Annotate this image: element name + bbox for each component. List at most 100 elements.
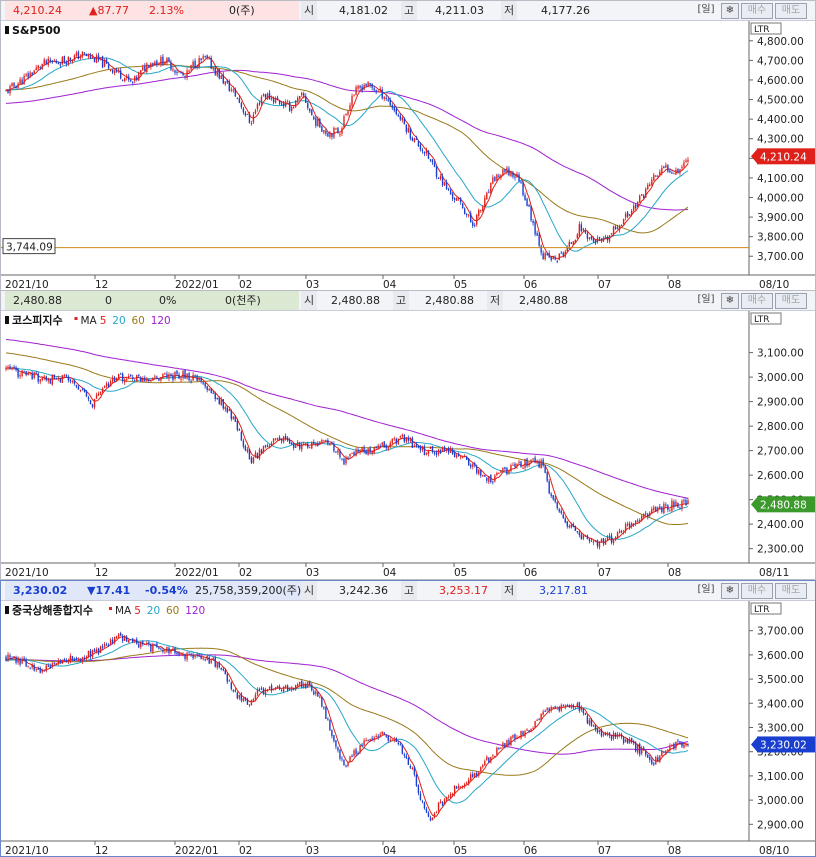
sell-button[interactable]: 매도	[775, 293, 807, 309]
buy-button[interactable]: 매수	[741, 583, 773, 599]
candle-body	[89, 650, 92, 657]
gear-icon[interactable]: ❄	[721, 293, 739, 309]
candle-body	[363, 740, 365, 746]
candle-body	[111, 70, 114, 73]
candle-body	[584, 230, 587, 233]
candle-body	[498, 473, 500, 475]
candle-body	[532, 727, 534, 729]
candle-body	[83, 657, 86, 659]
candle-body	[341, 128, 343, 134]
candle-body	[214, 68, 216, 75]
candle-body	[13, 656, 15, 659]
candle-body	[548, 708, 550, 711]
candle-body	[337, 449, 339, 453]
candle-body	[333, 443, 335, 452]
x-tick-label: 12	[95, 845, 108, 856]
candle-body	[622, 532, 625, 534]
candle-body	[586, 233, 589, 239]
candle-body	[431, 159, 434, 163]
candle-body	[576, 531, 579, 533]
period-day-button[interactable]: [일]	[697, 4, 715, 15]
candle-body	[546, 253, 548, 255]
candle-body	[220, 75, 222, 79]
candle-body	[671, 500, 673, 511]
period-day-button[interactable]: [일]	[697, 294, 715, 305]
candle-body	[357, 449, 359, 453]
buy-button[interactable]: 매수	[741, 3, 773, 19]
candle-body	[17, 83, 19, 88]
candle-body	[441, 176, 444, 186]
candle-body	[176, 71, 178, 73]
candles	[5, 50, 689, 264]
candle-body	[351, 755, 353, 758]
candle-body	[19, 79, 21, 84]
candle-body	[208, 58, 210, 60]
candle-body	[83, 388, 86, 392]
candle-body	[470, 464, 472, 468]
candle-body	[687, 500, 689, 505]
buy-button[interactable]: 매수	[741, 293, 773, 309]
candle-body	[126, 379, 128, 381]
candle-body	[325, 130, 327, 134]
chart-area: 2,900.003,000.003,100.003,200.003,300.00…	[1, 601, 815, 856]
gear-icon[interactable]: ❄	[721, 583, 739, 599]
open-label: 시	[301, 291, 318, 310]
candle-body	[683, 500, 685, 502]
ltr-toolbar-icon[interactable]: LTR	[750, 22, 782, 35]
candle-body	[119, 70, 122, 79]
sell-button[interactable]: 매도	[775, 3, 807, 19]
chart-title-legend: 코스피지수 MA 5 20 60 120	[5, 313, 171, 327]
candle-body	[323, 440, 325, 442]
candle-body	[305, 684, 307, 689]
y-tick-label: 4,300.00	[757, 134, 804, 146]
candle-body	[47, 58, 49, 66]
sell-button[interactable]: 매도	[775, 583, 807, 599]
candle-body	[297, 442, 299, 447]
candle-body	[262, 445, 265, 452]
ma-legend-item: 60	[166, 605, 179, 617]
candle-body	[216, 70, 218, 76]
candle-body	[140, 377, 142, 382]
candle-body	[288, 688, 291, 690]
candle-body	[359, 85, 361, 88]
candle-body	[123, 78, 126, 81]
candle-body	[520, 181, 522, 183]
candle-body	[534, 221, 536, 235]
candle-body	[250, 457, 253, 463]
candle-body	[256, 453, 259, 458]
candle-body	[9, 655, 11, 658]
open-label: 시	[301, 581, 318, 600]
candle-body	[443, 182, 446, 186]
candle-body	[79, 390, 82, 392]
candle-body	[49, 59, 51, 62]
candle-body	[115, 636, 118, 639]
candle-body	[111, 377, 114, 382]
candle-body	[333, 735, 335, 742]
candle-body	[578, 223, 581, 236]
chart-title-legend: S&P500	[5, 24, 61, 37]
candle-body	[182, 72, 184, 76]
candle-body	[679, 741, 681, 743]
candle-body	[560, 705, 562, 711]
candle-body	[23, 657, 25, 660]
candle-body	[192, 654, 194, 659]
candle-body	[200, 58, 202, 60]
candle-body	[230, 682, 233, 689]
ltr-toolbar-icon[interactable]: LTR	[750, 602, 782, 615]
ma5-line	[5, 367, 689, 543]
gear-icon[interactable]: ❄	[721, 3, 739, 19]
candle-body	[369, 448, 371, 453]
period-day-button[interactable]: [일]	[697, 584, 715, 595]
candle-body	[113, 636, 116, 643]
candle-body	[636, 745, 639, 753]
x-tick-label: 2021/10	[5, 279, 49, 291]
candle-body	[540, 713, 542, 721]
candle-body	[405, 124, 408, 132]
candle-body	[280, 439, 283, 442]
candle-body	[665, 504, 667, 506]
candle-body	[178, 71, 180, 73]
candle-body	[268, 92, 271, 100]
ltr-toolbar-icon[interactable]: LTR	[750, 312, 782, 325]
candle-body	[472, 222, 474, 226]
candle-body	[677, 740, 679, 742]
